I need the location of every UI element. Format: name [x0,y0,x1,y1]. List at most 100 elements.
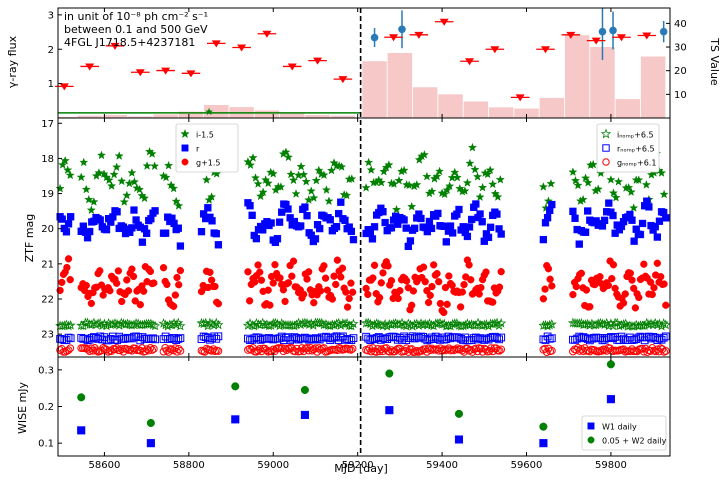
ztf-point [63,263,71,272]
ztf-point [129,177,139,186]
ztf-point [299,290,308,299]
ztf-point [146,334,155,343]
ztf-point [86,227,94,236]
ztf-legend-right-marker [600,128,612,139]
ztf-point [653,259,661,267]
ztf-point [309,193,319,202]
ztf-point [314,344,323,352]
ztf-point [134,184,145,194]
ztf-point [659,333,668,342]
ztf-point [609,261,618,269]
y-tick-label-right: 20 [674,66,687,77]
ztf-point [593,184,603,194]
ztf-legend-left-frame [175,123,239,173]
ztf-point [376,177,386,187]
ztf-point [408,332,417,341]
ztf-point [452,172,462,182]
flux-upper-limit [389,34,399,42]
ztf-point [453,344,462,353]
flux-upper-limit [414,31,424,39]
ztf-point [629,203,639,212]
ztf-point [460,280,468,289]
x-tick-label: 59800 [595,460,627,471]
flux-upper-limit [85,63,95,71]
ztf-point [381,218,389,227]
ztf-point [495,335,503,344]
ztf-point [546,179,556,188]
ztf-point [276,182,286,191]
ztf-point [208,217,216,225]
ztf-point [266,320,277,330]
ztf-point [316,224,324,233]
flux-upper-limit [338,76,348,84]
ts-bar [254,110,280,118]
ztf-point [402,277,411,285]
ztf-point [64,346,73,355]
wise-legend: W1 daily 0.05 + W2 daily [581,415,667,451]
ztf-point [472,200,480,208]
gamma-annotation-line-1: in unit of 10⁻⁸ ph cm⁻² s⁻¹ [64,10,208,23]
flux-upper-limit [313,57,323,65]
ztf-point [67,213,75,221]
ztf-point [463,232,472,241]
wise-point [606,395,615,404]
ztf-point [660,280,668,288]
ztf-point [338,264,347,272]
ztf-point [326,216,334,224]
ztf-point [306,186,316,195]
x-tick-label: 59000 [257,460,289,471]
ztf-point [547,334,556,343]
ztf-point [434,209,442,218]
ztf-point [176,242,185,250]
ztf-point [586,303,594,311]
ztf-point [436,299,445,308]
ztf-point [364,157,374,167]
ztf-point [337,273,345,281]
flux-upper-limit [262,30,272,38]
ztf-point [131,297,139,305]
y-tick-label: 17 [41,119,54,130]
ts-bar [412,87,438,118]
ztf-point [94,168,104,177]
ztf-point [214,332,223,341]
y-tick-label: 0.3 [38,365,54,376]
ztf-point [164,160,174,170]
ztf-point [252,234,261,243]
ztf-point [175,281,183,289]
ztf-point [113,208,121,216]
ztf-legend-right-frame [596,123,660,173]
data-layer [55,8,671,448]
ztf-point [123,276,131,284]
ztf-legend-left-label: i-1.5 [196,131,214,140]
ztf-point [96,150,107,160]
ztf-point [81,184,91,194]
ztf-point [346,320,357,331]
ztf-point [484,233,493,242]
ztf-point [650,284,658,292]
ztf-point [368,235,377,243]
ztf-point [175,320,186,331]
y-tick-label: 20 [41,224,54,235]
ztf-point [446,222,455,230]
ztf-point [273,235,282,243]
ztf-point [301,176,311,186]
ztf-point [264,286,272,294]
ztf-point [364,290,372,299]
wise-point [77,393,86,402]
ztf-point [387,277,396,285]
ts-point [398,25,406,34]
ts-bar [102,114,128,118]
ztf-point [467,142,478,152]
ts-bar [640,56,666,118]
flux-upper-limit [490,46,500,54]
ztf-point [171,291,179,299]
ztf-point [148,346,157,354]
ts-bar [615,99,641,118]
ztf-point [570,175,581,185]
y-tick-label: 18 [41,154,54,165]
ztf-point [130,206,138,214]
ztf-point [310,299,318,307]
ztf-point [301,203,309,211]
ztf-point [112,162,122,172]
ts-bar [488,107,514,118]
